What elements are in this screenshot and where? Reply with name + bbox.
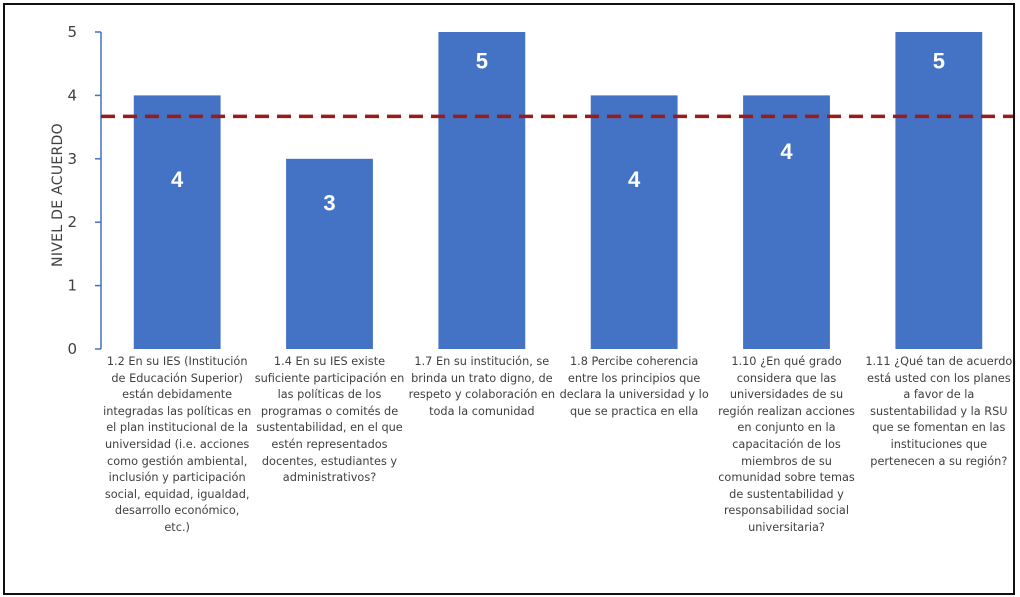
bar-data-label: 3 — [323, 191, 335, 216]
bar — [590, 95, 678, 350]
bar-data-label: 5 — [476, 49, 488, 74]
bar — [286, 158, 373, 349]
y-tick-label: 0 — [67, 340, 77, 358]
bar-data-label: 4 — [628, 167, 641, 192]
x-category-label: 1.7 En su institución, se brinda un trat… — [408, 355, 556, 418]
bar-data-label: 4 — [171, 167, 184, 192]
y-tick-label: 2 — [67, 213, 77, 231]
x-category-label: 1.11 ¿Qué tan de acuerdo está usted con … — [865, 355, 1013, 468]
x-category-label: 1.4 En su IES existe suficiente particip… — [254, 355, 405, 485]
bar-chart: 0 1 2 3 4 5 4 3 5 4 4 5 NIVEL DE ACUERDO — [50, 23, 1013, 358]
x-category-label: 1.2 En su IES (Institución de Educación … — [103, 355, 252, 534]
bar — [743, 95, 830, 350]
y-axis-label: NIVEL DE ACUERDO — [50, 123, 66, 267]
bar-data-label: 4 — [780, 139, 793, 164]
chart-frame: 0 1 2 3 4 5 4 3 5 4 4 5 NIVEL DE ACUERDO 1.2 En su… — [3, 3, 1015, 595]
bar — [895, 32, 983, 349]
x-category-label: 1.10 ¿En qué grado considera que las uni… — [718, 355, 855, 534]
bar — [133, 95, 221, 350]
y-tick-label: 3 — [67, 150, 77, 168]
y-tick-label: 1 — [67, 277, 77, 295]
bar — [438, 32, 526, 349]
bar-data-label: 5 — [933, 49, 945, 74]
y-tick-label: 4 — [67, 86, 77, 104]
x-category-label: 1.8 Percibe coherencia entre los princip… — [559, 355, 709, 418]
y-tick-label: 5 — [67, 23, 77, 41]
